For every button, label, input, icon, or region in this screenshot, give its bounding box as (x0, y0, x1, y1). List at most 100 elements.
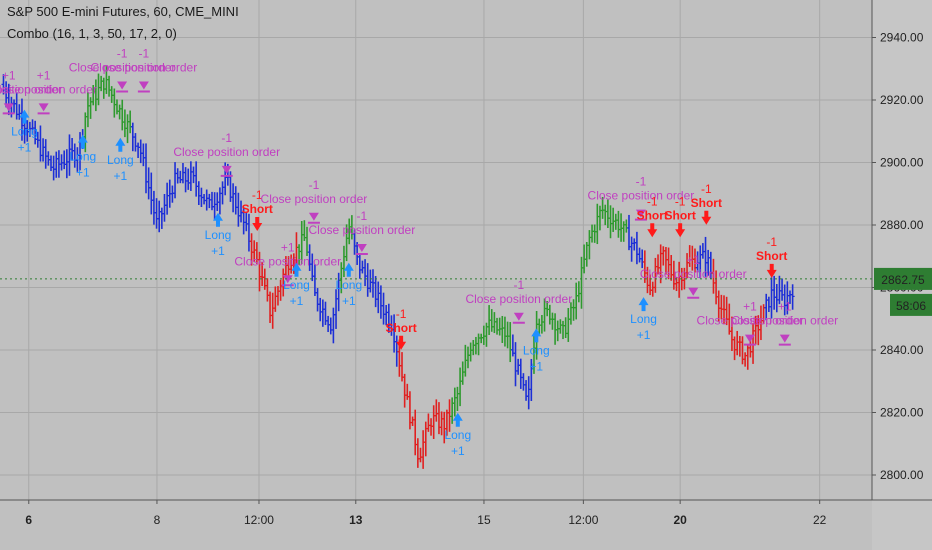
long-qty: +1 (76, 166, 90, 180)
close-order-marker-icon[interactable] (38, 103, 49, 112)
close-order-qty: -1 (357, 209, 368, 223)
close-order-qty: -1 (309, 178, 320, 192)
long-arrow-icon[interactable] (115, 137, 126, 152)
close-order-label: Close position order (731, 314, 838, 328)
close-order-marker-icon[interactable] (3, 103, 14, 112)
close-order-label: Close position order (309, 223, 416, 237)
long-label: Long (11, 125, 38, 139)
y-tick-label: 2840.00 (880, 343, 924, 357)
long-arrow-icon[interactable] (452, 412, 463, 427)
x-tick-label: 12:00 (568, 513, 598, 527)
long-arrow-icon[interactable] (343, 262, 354, 277)
symbol-legend[interactable]: S&P 500 E-mini Futures, 60, CME_MINI (7, 4, 239, 19)
close-order-qty: -1 (139, 47, 150, 61)
long-label: Long (335, 278, 362, 292)
countdown-value: 58:06 (896, 299, 926, 313)
close-order-qty: -1 (636, 175, 647, 189)
short-qty: -1 (701, 182, 712, 196)
long-arrow-icon[interactable] (213, 212, 223, 227)
x-tick-label: 12:00 (244, 513, 274, 527)
close-order-label: Close position order (0, 82, 97, 96)
long-qty: +1 (342, 294, 356, 308)
short-label: Short (242, 202, 273, 216)
close-order-label: Close position order (261, 192, 368, 206)
close-order-label: Close position order (0, 82, 62, 96)
long-arrow-icon[interactable] (19, 109, 30, 124)
short-qty: -1 (396, 307, 407, 321)
close-order-qty: +1 (778, 300, 792, 314)
price-badge-value: 2862.75 (881, 273, 925, 287)
close-order-qty: -1 (514, 278, 525, 292)
long-arrow-icon[interactable] (531, 328, 542, 343)
close-order-marker-icon[interactable] (117, 81, 128, 90)
long-label: Long (283, 278, 310, 292)
close-order-marker-icon[interactable] (688, 287, 699, 296)
long-label: Long (630, 312, 657, 326)
x-tick-label: 15 (477, 513, 491, 527)
long-label: Long (444, 428, 471, 442)
short-label: Short (664, 208, 695, 222)
long-qty: +1 (113, 169, 127, 183)
long-label: Long (523, 343, 550, 357)
long-qty: +1 (211, 244, 225, 258)
close-order-qty: +1 (37, 68, 51, 82)
y-tick-label: 2820.00 (880, 406, 924, 420)
close-order-marker-icon[interactable] (635, 209, 646, 218)
close-order-label: Close position order (91, 61, 198, 75)
x-tick-label: 20 (673, 513, 687, 527)
long-qty: +1 (290, 294, 304, 308)
close-order-qty: +1 (743, 300, 757, 314)
long-arrow-icon[interactable] (291, 262, 302, 277)
x-tick-label: 13 (349, 513, 363, 527)
x-tick-label: 6 (25, 513, 32, 527)
close-order-label: Close position order (465, 292, 572, 306)
close-order-label: Close position order (173, 145, 280, 159)
long-label: Long (107, 153, 134, 167)
close-order-marker-icon[interactable] (221, 165, 232, 174)
long-qty: +1 (637, 328, 651, 342)
price-badge[interactable] (874, 267, 932, 290)
short-arrow-icon[interactable] (252, 217, 263, 231)
y-tick-label: 2900.00 (880, 156, 924, 170)
long-arrow-icon[interactable] (77, 134, 88, 149)
y-tick-label: 2880.00 (880, 218, 924, 232)
long-qty: +1 (451, 444, 465, 458)
close-order-marker-icon[interactable] (138, 81, 149, 90)
short-arrow-icon[interactable] (396, 335, 407, 350)
close-order-marker-icon[interactable] (282, 275, 293, 284)
y-tick-label: 2800.00 (880, 468, 924, 482)
short-qty: -1 (766, 235, 777, 249)
countdown-badge (890, 293, 932, 316)
short-label: Short (385, 321, 416, 335)
close-order-marker-icon[interactable] (779, 334, 790, 343)
close-order-qty: -1 (117, 47, 128, 61)
close-order-qty: +1 (2, 68, 16, 82)
short-qty: -1 (647, 194, 658, 208)
close-order-marker-icon[interactable] (308, 212, 319, 221)
study-legend[interactable]: Combo (16, 1, 3, 50, 17, 2, 0) (7, 26, 177, 41)
long-label: Long (205, 228, 232, 242)
short-label: Short (756, 249, 787, 263)
close-order-label: Close position order (697, 314, 804, 328)
close-order-qty: +1 (281, 240, 295, 254)
short-arrow-icon[interactable] (647, 223, 658, 238)
close-order-marker-icon[interactable] (356, 244, 367, 252)
short-qty: -1 (675, 194, 686, 208)
short-arrow-icon[interactable] (675, 223, 686, 238)
short-label: Short (691, 196, 722, 210)
short-arrow-icon[interactable] (701, 210, 712, 225)
close-order-label: Close position order (234, 254, 341, 268)
long-qty: +1 (529, 359, 543, 373)
close-order-marker-icon[interactable] (744, 334, 755, 343)
close-order-label: Close position order (588, 189, 695, 203)
long-arrow-icon[interactable] (638, 297, 649, 312)
long-label: Long (69, 150, 96, 164)
short-arrow-icon[interactable] (766, 263, 777, 278)
close-order-marker-icon[interactable] (513, 312, 524, 321)
close-order-qty: +1 (686, 253, 700, 267)
close-order-label: Close position order (69, 61, 176, 75)
long-qty: +1 (18, 141, 32, 155)
